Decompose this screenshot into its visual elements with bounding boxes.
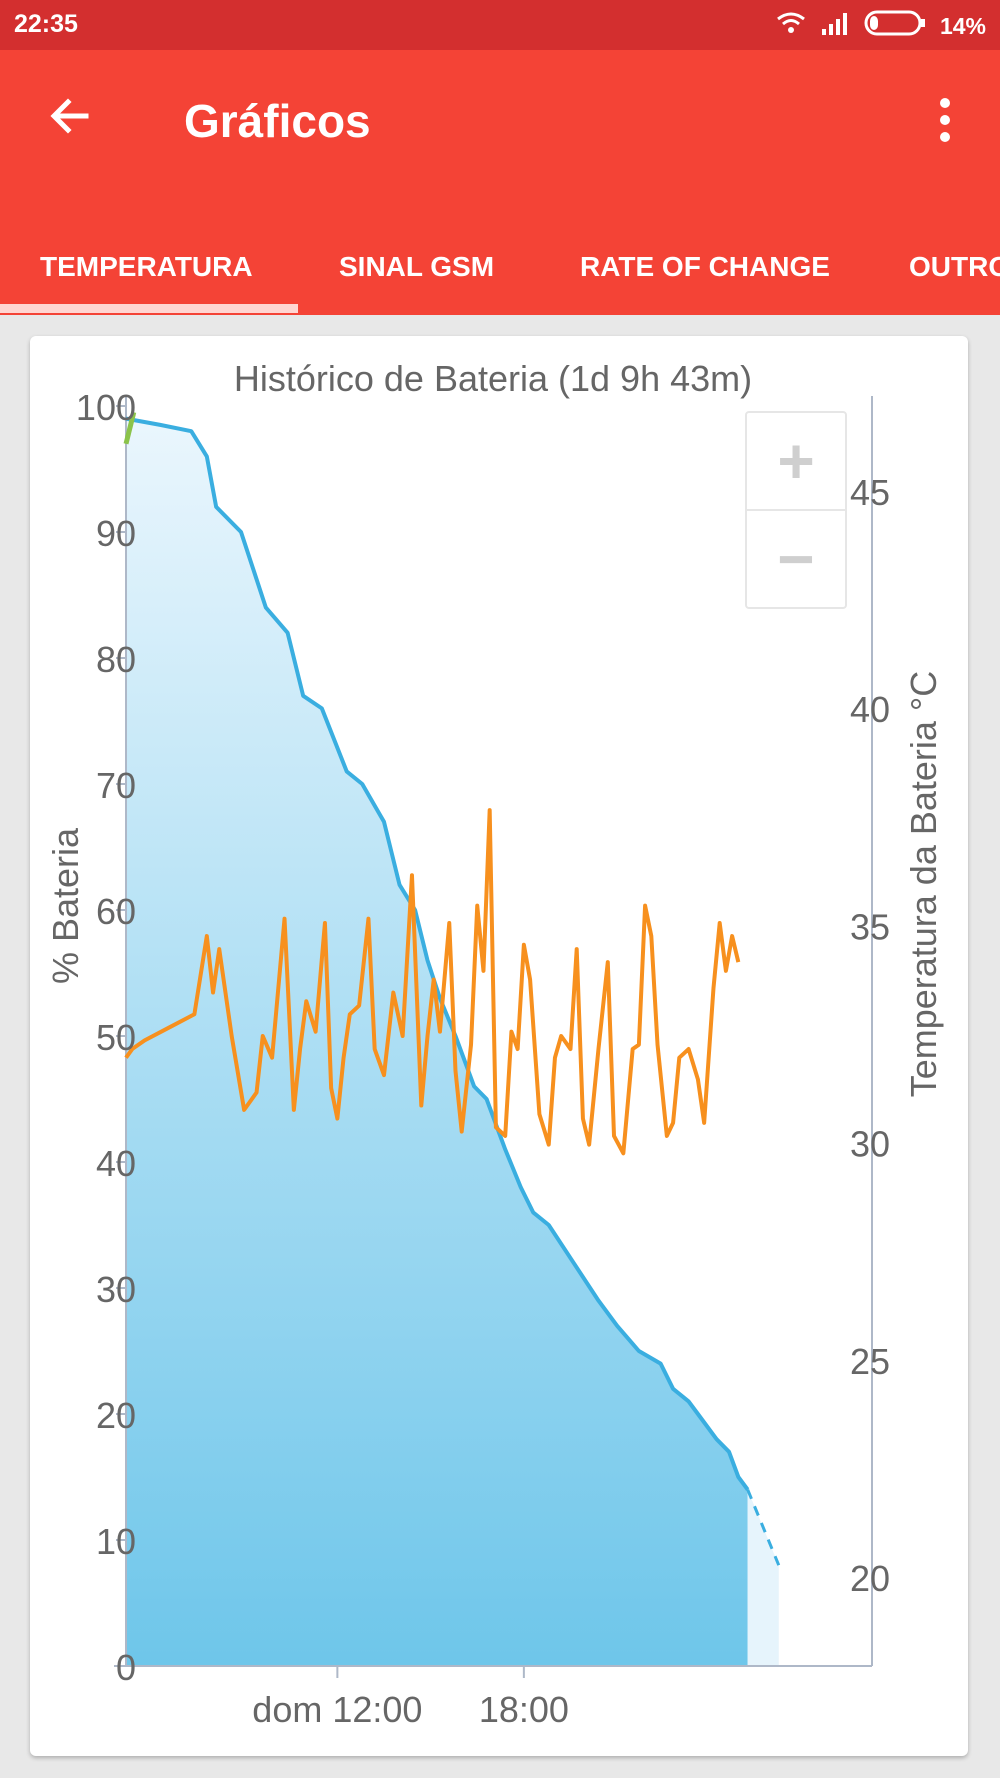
tab-outro[interactable]: OUTRO	[909, 251, 1000, 282]
signal-icon	[820, 11, 850, 41]
tab-temperatura[interactable]: TEMPERATURA	[40, 251, 253, 282]
battery-percent: 14%	[939, 12, 986, 39]
status-bar: 22:35 14%	[0, 0, 1000, 50]
battery-area	[126, 418, 748, 1667]
x-tick-label: dom 12:00	[252, 1689, 422, 1730]
temperature-line	[124, 808, 741, 1156]
y-tick-label: 100	[76, 387, 136, 428]
app-bar: Gráficos TEMPERATURA SINAL GSM RATE OF C…	[0, 50, 1000, 315]
battery-projected-line	[746, 1489, 781, 1566]
x-tick-label: 18:00	[479, 1689, 569, 1730]
y-tick-label: 50	[96, 1017, 136, 1058]
y2-tick-label: 35	[850, 906, 890, 947]
y-tick-label: 20	[96, 1395, 136, 1436]
y2-tick-label: 20	[850, 1558, 890, 1599]
y-axis-label: % Bateria	[45, 827, 86, 984]
y-tick-label: 0	[116, 1647, 136, 1688]
zoom-in-button[interactable]: +	[777, 425, 815, 497]
y-tick-label: 70	[96, 765, 136, 806]
tab-bar: TEMPERATURA SINAL GSM RATE OF CHANGE OUT…	[0, 225, 1000, 315]
y-tick-label: 40	[96, 1143, 136, 1184]
y2-tick-label: 40	[850, 689, 890, 730]
zoom-controls: + −	[745, 411, 847, 609]
y2-axis-label: Temperatura da Bateria °C	[903, 671, 944, 1098]
overflow-menu-button[interactable]	[920, 92, 970, 152]
status-time: 22:35	[14, 10, 78, 38]
y-tick-label: 10	[96, 1521, 136, 1562]
battery-history-chart[interactable]: 0 10 20 30 40 50 60 70 80 90 100 20 25 30 35 40 45 dom 12…	[30, 336, 968, 1756]
y2-tick-label: 25	[850, 1341, 890, 1382]
page-title: Gráficos	[184, 95, 371, 147]
chart-card: 0 10 20 30 40 50 60 70 80 90 100 20 25 30 35 40 45 dom 12…	[30, 336, 968, 1756]
status-icons: 14%	[776, 10, 986, 42]
y-tick-label: 90	[96, 513, 136, 554]
arrow-back-icon	[46, 92, 94, 145]
y-tick-label: 60	[96, 891, 136, 932]
y2-tick-label: 30	[850, 1124, 890, 1165]
y-tick-label: 30	[96, 1269, 136, 1310]
battery-icon	[864, 10, 926, 42]
tab-rate-of-change[interactable]: RATE OF CHANGE	[580, 251, 830, 282]
battery-projected-area	[747, 1489, 779, 1666]
y-tick-label: 80	[96, 639, 136, 680]
back-button[interactable]	[40, 88, 100, 148]
more-vert-icon	[938, 97, 952, 148]
start-marker	[123, 411, 137, 445]
chart-title: Histórico de Bateria (1d 9h 43m)	[234, 358, 752, 399]
y2-tick-label: 45	[850, 472, 890, 513]
wifi-icon	[776, 11, 806, 41]
tab-indicator	[0, 304, 298, 313]
zoom-divider	[747, 509, 845, 511]
tab-sinal-gsm[interactable]: SINAL GSM	[339, 251, 495, 282]
zoom-out-button[interactable]: −	[777, 523, 815, 595]
